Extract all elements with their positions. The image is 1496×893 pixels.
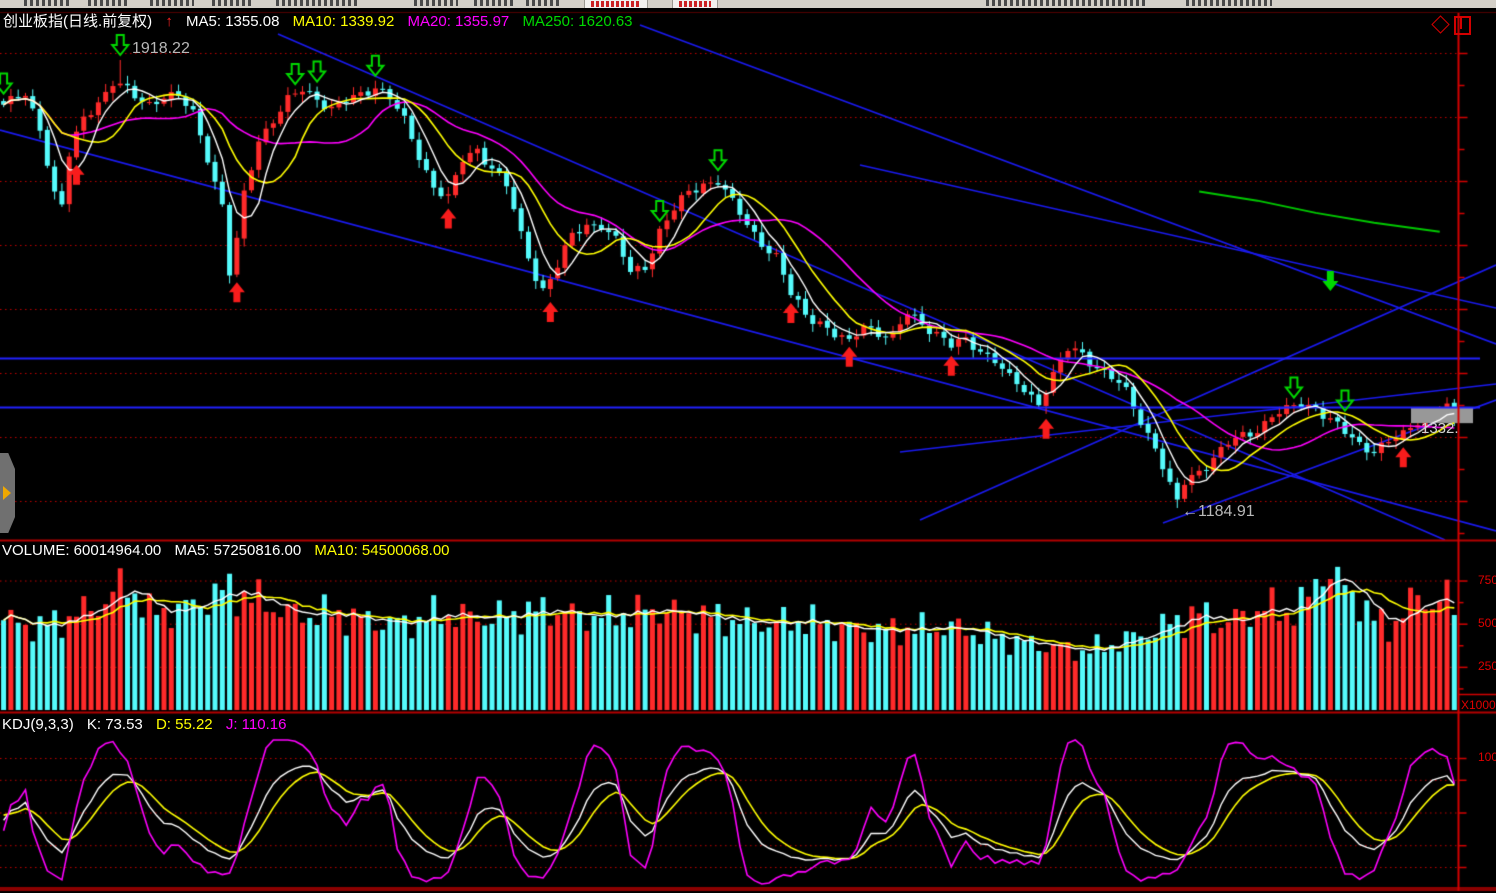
trend-up-arrow-icon: ↑ [165, 13, 173, 30]
volume-pane-header: VOLUME: 60014964.00 MA5: 57250816.00 MA1… [2, 542, 459, 560]
menubar-red-button[interactable] [584, 0, 648, 8]
volume-axis-tick: 2500 [1478, 659, 1496, 673]
volume-unit-label: X10000 [1461, 698, 1496, 712]
main-pane-header: 创业板指(日线.前复权) ↑ MA5: 1355.08 MA10: 1339.9… [3, 13, 642, 31]
kdj-pane-header: KDJ(9,3,3) K: 73.53 D: 55.22 J: 110.16 [2, 716, 295, 734]
split-window-icon[interactable] [1454, 16, 1471, 35]
sidebar-expand-handle[interactable] [0, 453, 15, 533]
menubar-item[interactable] [1186, 0, 1272, 6]
menubar-item[interactable] [150, 0, 194, 6]
menubar-item[interactable] [986, 0, 1146, 6]
kdj-d-value: D: 55.22 [155, 716, 213, 733]
symbol-title: 创业板指(日线.前复权) [3, 13, 153, 30]
expand-right-arrow-icon [3, 486, 11, 500]
volume-ma10-value: MA10: 54500068.00 [314, 542, 450, 559]
menubar[interactable] [0, 0, 1496, 8]
ma10-value: MA10: 1339.92 [292, 13, 395, 30]
menubar-item[interactable] [24, 0, 70, 6]
ma5-value: MA5: 1355.08 [186, 13, 280, 30]
menubar-item[interactable] [414, 0, 458, 6]
menubar-item[interactable] [212, 0, 254, 6]
ma250-value: MA250: 1620.63 [522, 13, 633, 30]
menubar-red-button[interactable] [672, 0, 718, 8]
left-arrow-icon: ← [1182, 503, 1198, 520]
last-price-label: 1332. [1421, 420, 1459, 437]
volume-axis-tick: 5000 [1478, 616, 1496, 630]
window-controls [1431, 15, 1474, 35]
menubar-item[interactable] [526, 0, 562, 6]
low-price-label: ←1184.91 [1182, 503, 1255, 520]
diamond-icon[interactable] [1431, 15, 1450, 34]
high-price-label: 1918.22 [132, 40, 190, 57]
ma20-value: MA20: 1355.97 [407, 13, 510, 30]
menubar-item[interactable] [474, 0, 514, 6]
kdj-j-value: J: 110.16 [225, 716, 287, 733]
kdj-k-value: K: 73.53 [86, 716, 143, 733]
volume-value: VOLUME: 60014964.00 [2, 542, 162, 559]
kdj-axis-tick: 100 [1478, 750, 1496, 764]
menubar-item[interactable] [276, 0, 360, 6]
menubar-item[interactable] [88, 0, 130, 6]
volume-ma5-value: MA5: 57250816.00 [174, 542, 302, 559]
kdj-title: KDJ(9,3,3) [2, 716, 74, 733]
volume-axis-tick: 7500 [1478, 573, 1496, 587]
